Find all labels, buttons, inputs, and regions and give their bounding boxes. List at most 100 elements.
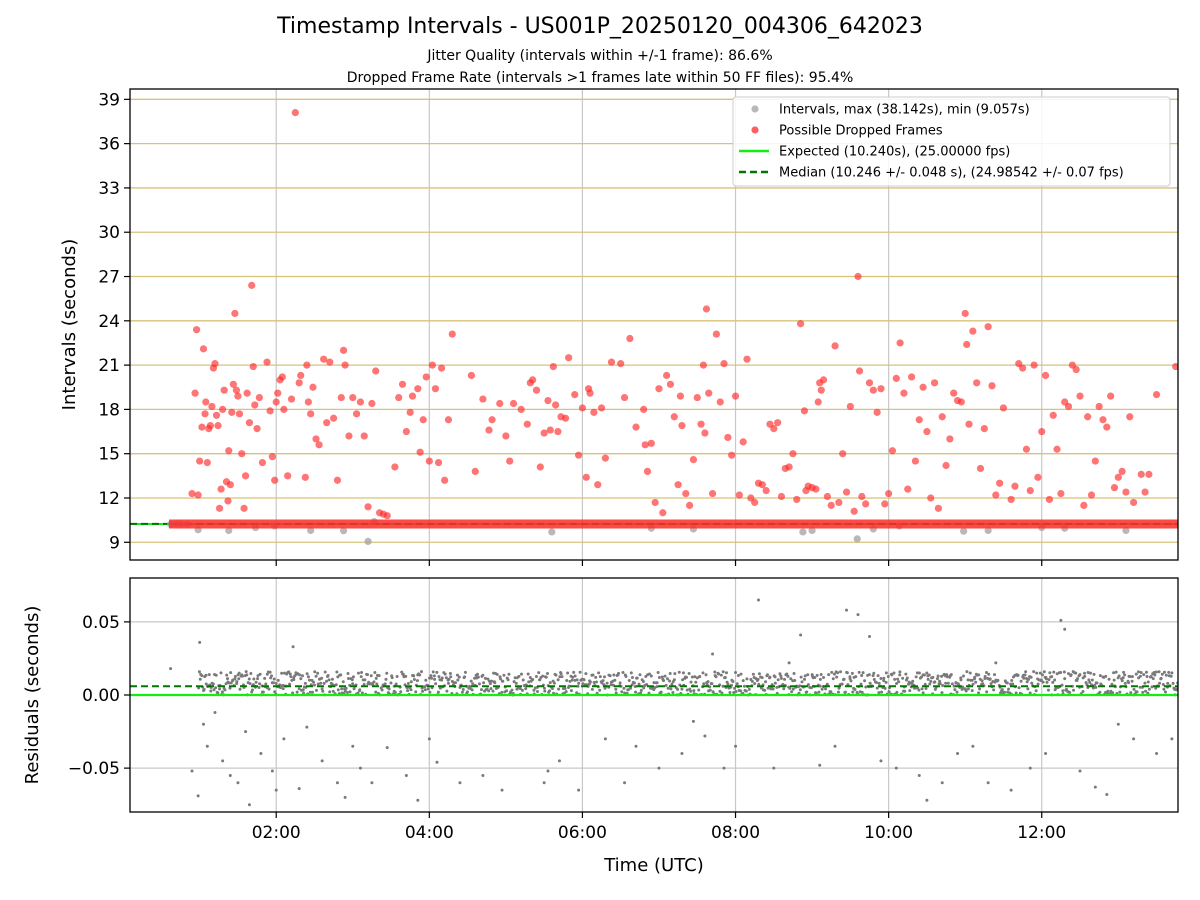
- top-ytick-label: 18: [98, 400, 120, 420]
- residual-point: [1154, 686, 1158, 690]
- residual-point: [421, 689, 425, 693]
- residual-outlier-point: [305, 725, 309, 729]
- dropped-frame-point: [1064, 402, 1073, 411]
- dropped-frame-point: [226, 481, 234, 489]
- residual-point: [882, 676, 886, 680]
- residual-point: [527, 680, 531, 684]
- residual-point: [306, 675, 310, 679]
- residual-outlier-point: [1009, 788, 1013, 792]
- residual-point: [786, 674, 790, 678]
- dropped-frame-point: [689, 455, 698, 464]
- residual-point: [685, 688, 689, 692]
- residual-point: [744, 689, 748, 693]
- residual-point: [268, 670, 272, 674]
- dropped-frame-point: [701, 429, 709, 437]
- residual-point: [677, 670, 681, 674]
- residual-point: [584, 672, 588, 676]
- top-ytick-label: 15: [98, 445, 120, 465]
- dropped-frame-point: [323, 419, 331, 427]
- residual-point: [198, 677, 202, 681]
- residual-point: [904, 672, 908, 676]
- residual-point: [320, 687, 324, 691]
- residual-point: [896, 677, 900, 681]
- residual-point: [406, 681, 410, 685]
- residual-point: [736, 673, 740, 677]
- residual-point: [853, 687, 857, 691]
- dropped-frame-point: [885, 489, 893, 498]
- residual-point: [621, 670, 625, 674]
- residual-point: [597, 671, 601, 675]
- residual-point: [248, 682, 252, 686]
- residual-point: [256, 674, 260, 678]
- residual-point: [876, 674, 880, 678]
- dropped-frame-point: [777, 492, 786, 501]
- residual-outlier-point: [833, 744, 837, 748]
- residual-point: [1022, 676, 1026, 680]
- residual-point: [1142, 673, 1146, 677]
- residual-point: [1162, 687, 1166, 691]
- residual-point: [1060, 683, 1064, 687]
- dropped-frame-point: [758, 481, 766, 489]
- residual-point: [445, 689, 449, 693]
- residual-point: [917, 688, 921, 692]
- residual-point: [946, 681, 950, 685]
- residual-point: [308, 690, 312, 694]
- residual-point: [656, 671, 660, 675]
- dropped-frame-point: [217, 485, 225, 493]
- residual-point: [567, 684, 571, 688]
- residual-point: [214, 673, 218, 677]
- residual-point: [323, 670, 327, 674]
- residual-point: [1166, 681, 1170, 685]
- dropped-frame-point: [333, 476, 342, 484]
- residual-point: [443, 672, 447, 676]
- residual-point: [638, 673, 642, 677]
- dropped-frame-point: [651, 498, 659, 507]
- residual-outlier-point: [297, 787, 301, 791]
- residual-point: [670, 682, 674, 686]
- residual-point: [940, 674, 944, 678]
- dropped-frame-point: [441, 476, 449, 484]
- residual-point: [1122, 670, 1126, 674]
- residual-point: [608, 674, 612, 678]
- residual-point: [237, 671, 241, 675]
- residual-point: [558, 675, 562, 679]
- residual-point: [884, 680, 888, 684]
- residual-point: [556, 678, 560, 682]
- residual-point: [757, 682, 761, 686]
- dropped-frame-point: [708, 489, 717, 498]
- residual-point: [838, 670, 842, 674]
- dropped-frame-point: [315, 441, 323, 449]
- dropped-frame-point: [219, 405, 227, 413]
- residual-point: [430, 676, 434, 680]
- residual-point: [1144, 670, 1148, 674]
- dropped-frame-point: [471, 467, 479, 476]
- residual-point: [281, 687, 285, 691]
- residual-point: [1081, 689, 1085, 693]
- residual-point: [627, 679, 631, 683]
- residual-point: [926, 677, 930, 681]
- residual-point: [723, 676, 727, 680]
- dropped-frame-point: [287, 395, 296, 403]
- dropped-frame-point: [789, 450, 797, 458]
- residual-point: [659, 690, 663, 694]
- residual-point: [1047, 678, 1051, 682]
- residual-point: [1036, 682, 1040, 686]
- residual-point: [568, 679, 572, 683]
- dropped-frame-point: [1091, 457, 1099, 465]
- dropped-frame-point: [957, 398, 965, 406]
- residual-point: [1139, 670, 1143, 674]
- residual-point: [1048, 671, 1052, 675]
- dropped-frame-point: [437, 364, 446, 372]
- residual-point: [953, 688, 957, 692]
- interval-point: [853, 535, 861, 543]
- dropped-frame-point: [245, 419, 254, 427]
- residual-point: [980, 679, 984, 683]
- residual-point: [211, 682, 215, 686]
- residual-point: [898, 670, 902, 674]
- residual-point: [1151, 677, 1155, 681]
- residual-point: [256, 677, 260, 681]
- dropped-frame-point: [263, 358, 271, 366]
- residual-point: [488, 682, 492, 686]
- residual-point: [528, 675, 532, 679]
- dropped-frame-point: [496, 399, 504, 408]
